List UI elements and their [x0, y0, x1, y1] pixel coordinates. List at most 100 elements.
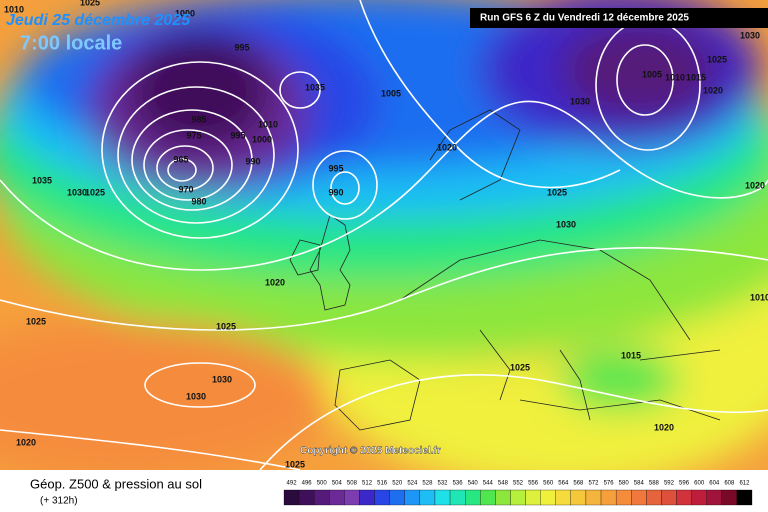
scale-label: 576 [604, 481, 615, 487]
scale-swatch [510, 489, 526, 506]
map-date: Jeudi 25 décembre 2025 [6, 12, 191, 29]
isobar-label: 995 [234, 42, 249, 52]
isobar-label: 1025 [285, 459, 305, 469]
scale-swatch [314, 489, 330, 506]
map-time: 7:00 locale [20, 32, 122, 54]
scale-swatch [570, 489, 587, 506]
isobar-label: 1030 [570, 96, 590, 106]
isobar-label: 1015 [686, 72, 706, 82]
scale-label: 544 [483, 481, 494, 487]
isobar-label: 1005 [642, 69, 662, 79]
scale-label: 532 [438, 481, 449, 487]
scale-swatch [465, 489, 481, 506]
isobar-label: 1025 [80, 0, 100, 7]
isobar-label: 1010 [665, 72, 685, 82]
scale-label: 512 [362, 481, 373, 487]
scale-swatch [359, 489, 375, 506]
scale-swatch [736, 489, 753, 506]
scale-swatch [706, 489, 722, 506]
scale-label: 580 [619, 481, 630, 487]
scale-label: 560 [543, 481, 554, 487]
scale-label: 548 [498, 481, 509, 487]
scale-swatch [525, 489, 541, 506]
scale-label: 584 [634, 481, 645, 487]
scale-label: 508 [347, 481, 358, 487]
scale-swatch [283, 489, 300, 506]
isobar-label: 995 [230, 130, 245, 140]
scale-swatch [646, 489, 662, 506]
isobar-label: 980 [191, 196, 206, 206]
isobar-label: 1015 [621, 350, 641, 360]
scale-label: 588 [649, 481, 660, 487]
isobar-label: 1005 [381, 88, 401, 98]
scale-label: 612 [739, 481, 750, 487]
isobar-label: 1025 [85, 187, 105, 197]
isobar-label: 985 [191, 114, 206, 124]
scale-label: 500 [317, 481, 328, 487]
isobar-label: 1000 [252, 134, 272, 144]
scale-label: 540 [468, 481, 479, 487]
run-box [470, 8, 768, 28]
isobar-label: 1025 [547, 187, 567, 197]
copyright: Copyright © 2025 Meteociel.fr [300, 446, 441, 457]
scale-swatch [404, 489, 421, 506]
scale-label: 600 [694, 481, 705, 487]
scale-label: 516 [377, 481, 388, 487]
scale-swatch [540, 489, 556, 506]
scale-label: 552 [513, 481, 524, 487]
isobar-labels: 1010102510009951035103010259859759659709… [4, 0, 768, 469]
isobar-label: 970 [178, 184, 193, 194]
scale-swatch [615, 489, 632, 506]
isobar-label: 990 [245, 156, 260, 166]
scale-swatch [585, 489, 602, 506]
run-info: Run GFS 6 Z du Vendredi 12 décembre 2025 [480, 13, 689, 24]
scale-swatch [691, 489, 707, 506]
scale-label: 524 [407, 481, 418, 487]
isobar-label: 1030 [67, 187, 87, 197]
scale-swatch [389, 489, 405, 506]
scale-label: 556 [528, 481, 539, 487]
scale-label: 596 [679, 481, 690, 487]
scale-swatch [600, 489, 617, 506]
scale-swatch [495, 489, 511, 506]
isobar-label: 1010 [4, 4, 24, 14]
scale-label: 536 [453, 481, 464, 487]
scale-swatch [374, 489, 390, 506]
field [0, 0, 768, 490]
isobar-label: 1025 [26, 316, 46, 326]
scale-label: 592 [664, 481, 675, 487]
isobar-label: 1035 [32, 175, 52, 185]
isobar-label: 1035 [305, 82, 325, 92]
scale-swatch [631, 489, 647, 506]
scale-swatch [329, 489, 345, 506]
color-scale: 492 496 500 504 508 512 516 520 524 528 532 536 540 5… [283, 481, 753, 506]
isobar-label: 1010 [258, 119, 278, 129]
isobar-label: 1030 [186, 391, 206, 401]
scale-swatch [344, 489, 360, 506]
isobar-label: 1000 [175, 8, 195, 18]
scale-label: 564 [558, 481, 569, 487]
isobar-label: 1030 [212, 374, 232, 384]
isobar-label: 990 [328, 187, 343, 197]
isobar-label: 1025 [216, 321, 236, 331]
isobar-label: 1020 [437, 142, 457, 152]
scale-label: 608 [724, 481, 735, 487]
scale-swatch [434, 489, 451, 506]
scale-label: 504 [332, 481, 343, 487]
isobar-label: 1025 [707, 54, 727, 64]
scale-label: 568 [573, 481, 584, 487]
scale-swatch [721, 489, 738, 506]
scale-swatch [676, 489, 692, 506]
isobar-label: 1020 [654, 422, 674, 432]
scale-label: 492 [287, 481, 298, 487]
scale-label: 572 [588, 481, 599, 487]
scale-swatch [555, 489, 571, 506]
footer-title: Géop. Z500 & pression au sol [30, 476, 202, 491]
scale-swatch [661, 489, 677, 506]
isobar-label: 975 [186, 130, 201, 140]
scale-swatch [480, 489, 496, 506]
coastlines [289, 109, 721, 431]
isobar-label: 1020 [703, 85, 723, 95]
